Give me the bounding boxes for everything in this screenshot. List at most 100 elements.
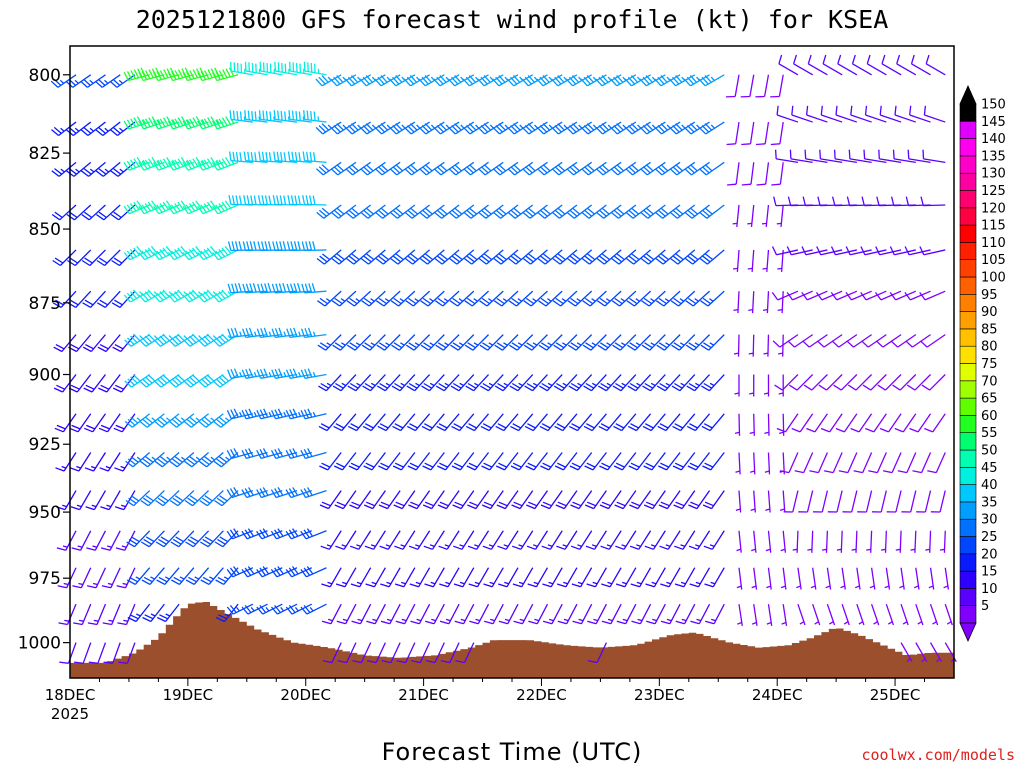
x-tick-label: 24DEC — [752, 686, 803, 704]
colorbar-segment — [959, 588, 977, 607]
barb-staff — [404, 603, 416, 625]
barb-staff — [865, 290, 887, 301]
wind-barb — [331, 290, 357, 307]
wind-barb — [765, 530, 772, 553]
barb-staff — [548, 452, 563, 471]
colorbar-segment — [959, 466, 977, 485]
barb-flag — [802, 196, 807, 206]
barb-staff — [327, 490, 342, 509]
barb-staff — [339, 334, 357, 351]
barb-flag — [270, 449, 277, 459]
barb-flag — [52, 259, 61, 267]
barb-staff — [374, 603, 386, 625]
barb-half-flag — [902, 621, 908, 625]
barb-flag — [215, 250, 223, 259]
barb-flag — [909, 427, 919, 433]
colorbar-segment — [959, 449, 977, 468]
barb-flag — [174, 291, 182, 299]
barb-staff — [910, 290, 931, 301]
barb-flag — [597, 385, 607, 392]
barb-flag — [673, 382, 683, 389]
barb-half-flag — [460, 618, 466, 622]
barb-half-flag — [268, 331, 272, 337]
barb-flag — [55, 299, 64, 306]
barb-flag — [395, 620, 405, 625]
barb-flag — [160, 456, 169, 463]
barb-flag — [418, 78, 426, 87]
barb-flag — [298, 111, 301, 121]
barb-half-flag — [766, 621, 772, 625]
barb-half-flag — [532, 382, 538, 387]
wind-barb — [493, 204, 519, 219]
barb-flag — [689, 423, 698, 429]
barb-flag — [468, 123, 477, 131]
barb-flag — [173, 576, 183, 583]
barb-staff — [680, 452, 696, 471]
barb-half-flag — [104, 168, 110, 173]
barb-flag — [380, 583, 390, 588]
barb-staff — [925, 63, 946, 76]
barb-flag — [468, 583, 478, 588]
wind-barb — [630, 567, 652, 588]
colorbar-label: 30 — [981, 513, 998, 528]
barb-flag — [586, 207, 595, 215]
barb-flag — [215, 71, 221, 80]
barb-flag — [598, 209, 607, 217]
barb-half-flag — [636, 544, 641, 548]
barb-flag — [861, 196, 865, 206]
wind-barb — [672, 452, 696, 471]
barb-flag — [363, 255, 372, 263]
barb-flag — [295, 111, 298, 121]
barb-half-flag — [764, 470, 770, 473]
barb-flag — [585, 382, 595, 389]
barb-flag — [247, 566, 255, 575]
barb-staff — [105, 334, 121, 352]
wind-barb — [405, 334, 431, 351]
barb-flag — [231, 241, 235, 251]
barb-flag — [171, 119, 177, 129]
barb-flag — [336, 164, 345, 172]
barb-flag — [125, 460, 134, 468]
colorbar-segment — [959, 242, 977, 260]
barb-staff — [782, 452, 785, 475]
barb-flag — [540, 504, 550, 510]
barb-flag — [284, 111, 287, 121]
barb-flag — [248, 408, 254, 418]
barb-staff — [837, 63, 858, 76]
wind-barb — [761, 204, 770, 227]
barb-staff — [368, 249, 386, 265]
barb-flag — [540, 342, 550, 349]
barb-half-flag — [474, 581, 480, 585]
barb-flag — [819, 149, 822, 159]
barb-flag — [141, 160, 148, 170]
barb-flag — [162, 289, 170, 298]
barb-flag — [216, 497, 225, 504]
barb-flag — [350, 75, 359, 83]
barb-half-flag — [910, 548, 916, 551]
wind-barb — [510, 413, 534, 432]
barb-flag — [686, 385, 696, 392]
barb-flag — [156, 71, 162, 80]
barb-flag — [436, 166, 445, 174]
barb-flag — [245, 283, 250, 293]
barb-flag — [613, 465, 623, 471]
barb-flag — [278, 368, 283, 378]
barb-staff — [429, 413, 445, 432]
barb-flag — [395, 123, 403, 131]
barb-half-flag — [749, 431, 755, 435]
wind-barb — [841, 603, 850, 626]
barb-staff — [562, 452, 578, 471]
barb-flag — [551, 168, 560, 176]
barb-half-flag — [899, 585, 904, 589]
barb-half-flag — [283, 372, 287, 377]
barb-flag — [685, 300, 694, 307]
wind-barb — [364, 530, 386, 550]
barb-staff — [712, 567, 725, 588]
wind-barb — [420, 290, 445, 307]
barb-staff — [442, 290, 460, 307]
barb-half-flag — [63, 582, 69, 586]
barb-staff — [776, 158, 799, 163]
barb-flag — [510, 209, 519, 217]
barb-flag — [543, 253, 552, 261]
barb-staff — [864, 158, 887, 163]
